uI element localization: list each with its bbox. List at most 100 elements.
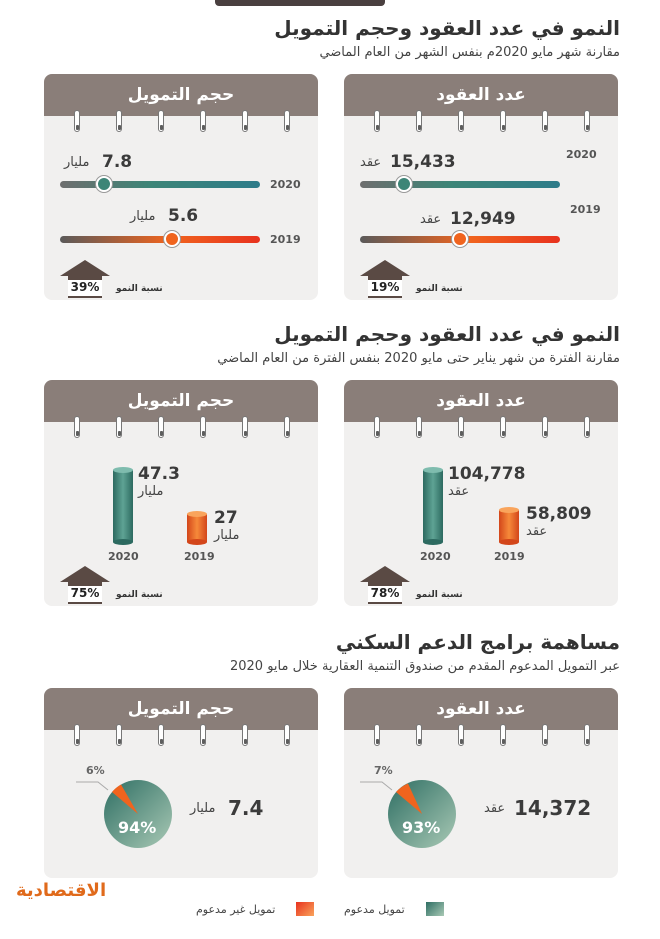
value-2020: 104,778 <box>448 464 526 484</box>
value-2019: 5.6 <box>168 206 199 226</box>
unit-2020: مليار <box>64 155 90 170</box>
section3-title: مساهمة برامج الدعم السكني <box>335 630 620 654</box>
s3-contracts-card: عدد العقود 7% 93% 14,372 عقد <box>344 688 618 878</box>
total-value: 14,372 <box>514 796 592 820</box>
section3-subtitle: عبر التمويل المدعوم المقدم من صندوق التن… <box>229 659 620 674</box>
unit-2019: مليار <box>214 528 240 543</box>
binder-ring <box>284 416 290 438</box>
unit-2019: عقد <box>526 524 548 539</box>
binder-ring <box>458 416 464 438</box>
binder-ring <box>542 724 548 746</box>
legend-swatch-unsupported <box>296 902 314 916</box>
leader-line <box>76 781 109 791</box>
binder-rings <box>344 724 618 748</box>
progress-track-2019 <box>60 236 260 243</box>
unit-2019: مليار <box>130 209 156 224</box>
year-2020-label: 2020 <box>270 178 301 191</box>
card-header: عدد العقود <box>344 74 618 116</box>
card-header: عدد العقود <box>344 688 618 730</box>
legend-swatch-supported <box>426 902 444 916</box>
progress-knob-2019 <box>164 231 180 247</box>
value-2019: 58,809 <box>526 504 592 524</box>
supported-percent: 93% <box>402 818 441 837</box>
progress-knob-2020 <box>396 176 412 192</box>
growth-label: نسبة النمو <box>116 284 163 294</box>
year-2019-label: 2019 <box>570 203 601 216</box>
binder-ring <box>116 110 122 132</box>
total-unit: مليار <box>190 801 216 816</box>
legend-label-unsupported: تمويل غير مدعوم <box>196 903 276 916</box>
s2-financing-card: حجم التمويل 47.3 مليار 2020 27 مليار 201… <box>44 380 318 606</box>
binder-ring <box>158 724 164 746</box>
progress-knob-2020 <box>96 176 112 192</box>
binder-ring <box>458 110 464 132</box>
progress-track-2020 <box>360 181 560 188</box>
growth-percent: 39% <box>70 280 100 294</box>
unsupported-percent: 6% <box>86 764 105 777</box>
binder-ring <box>116 416 122 438</box>
value-2020: 15,433 <box>390 152 456 172</box>
binder-ring <box>500 416 506 438</box>
unit-2020: عقد <box>360 155 382 170</box>
pie-slice-unsupported <box>396 783 422 814</box>
total-unit: عقد <box>484 801 506 816</box>
growth-arrow <box>360 566 410 604</box>
cylinder-2020 <box>423 467 443 545</box>
growth-percent: 75% <box>70 586 100 600</box>
binder-ring <box>542 110 548 132</box>
cylinder-2020 <box>113 467 133 545</box>
binder-ring <box>74 724 80 746</box>
s2-contracts-card: عدد العقود 104,778 عقد 2020 58,809 عقد 2… <box>344 380 618 606</box>
binder-rings <box>44 724 318 748</box>
s1-contracts-card: عدد العقود 2020 15,433 عقد 2019 12,949 ع… <box>344 74 618 300</box>
binder-ring <box>158 416 164 438</box>
growth-arrow <box>360 260 410 298</box>
value-2020: 47.3 <box>138 464 180 484</box>
year-2020-label: 2020 <box>108 550 139 563</box>
growth-label: نسبة النمو <box>116 590 163 600</box>
legend-label-supported: تمويل مدعوم <box>344 903 405 916</box>
binder-ring <box>74 110 80 132</box>
s3-financing-card: حجم التمويل 6% 94% 7.4 مليار <box>44 688 318 878</box>
year-2019-label: 2019 <box>494 550 525 563</box>
unit-2019: عقد <box>420 212 442 227</box>
binder-rings <box>44 416 318 440</box>
brand-logo: الاقتصادية <box>16 880 107 901</box>
growth-percent: 78% <box>370 586 400 600</box>
binder-ring <box>542 416 548 438</box>
binder-ring <box>416 416 422 438</box>
card-header: عدد العقود <box>344 380 618 422</box>
pie-chart <box>388 780 456 848</box>
year-2020-label: 2020 <box>566 148 597 161</box>
binder-ring <box>242 416 248 438</box>
binder-ring <box>200 110 206 132</box>
binder-ring <box>416 724 422 746</box>
pie-chart <box>104 780 172 848</box>
year-2020-label: 2020 <box>420 550 451 563</box>
unit-2020: مليار <box>138 484 164 499</box>
binder-ring <box>374 110 380 132</box>
growth-arrow <box>60 566 110 604</box>
binder-ring <box>458 724 464 746</box>
binder-ring <box>374 724 380 746</box>
binder-ring <box>158 110 164 132</box>
s1-financing-card: حجم التمويل 7.8 مليار 2020 5.6 مليار 201… <box>44 74 318 300</box>
growth-label: نسبة النمو <box>416 590 463 600</box>
progress-track-2020 <box>60 181 260 188</box>
binder-rings <box>44 110 318 134</box>
card-header: حجم التمويل <box>44 74 318 116</box>
binder-ring <box>284 110 290 132</box>
binder-rings <box>344 110 618 134</box>
binder-ring <box>200 416 206 438</box>
binder-ring <box>584 724 590 746</box>
growth-label: نسبة النمو <box>416 284 463 294</box>
section1-subtitle: مقارنة شهر مايو 2020م بنفس الشهر من العا… <box>319 45 620 60</box>
binder-ring <box>374 416 380 438</box>
binder-ring <box>242 110 248 132</box>
value-2020: 7.8 <box>102 152 133 172</box>
supported-percent: 94% <box>118 818 157 837</box>
unsupported-percent: 7% <box>374 764 393 777</box>
value-2019: 12,949 <box>450 209 516 229</box>
binder-ring <box>500 724 506 746</box>
pie-slice-unsupported <box>112 784 138 814</box>
